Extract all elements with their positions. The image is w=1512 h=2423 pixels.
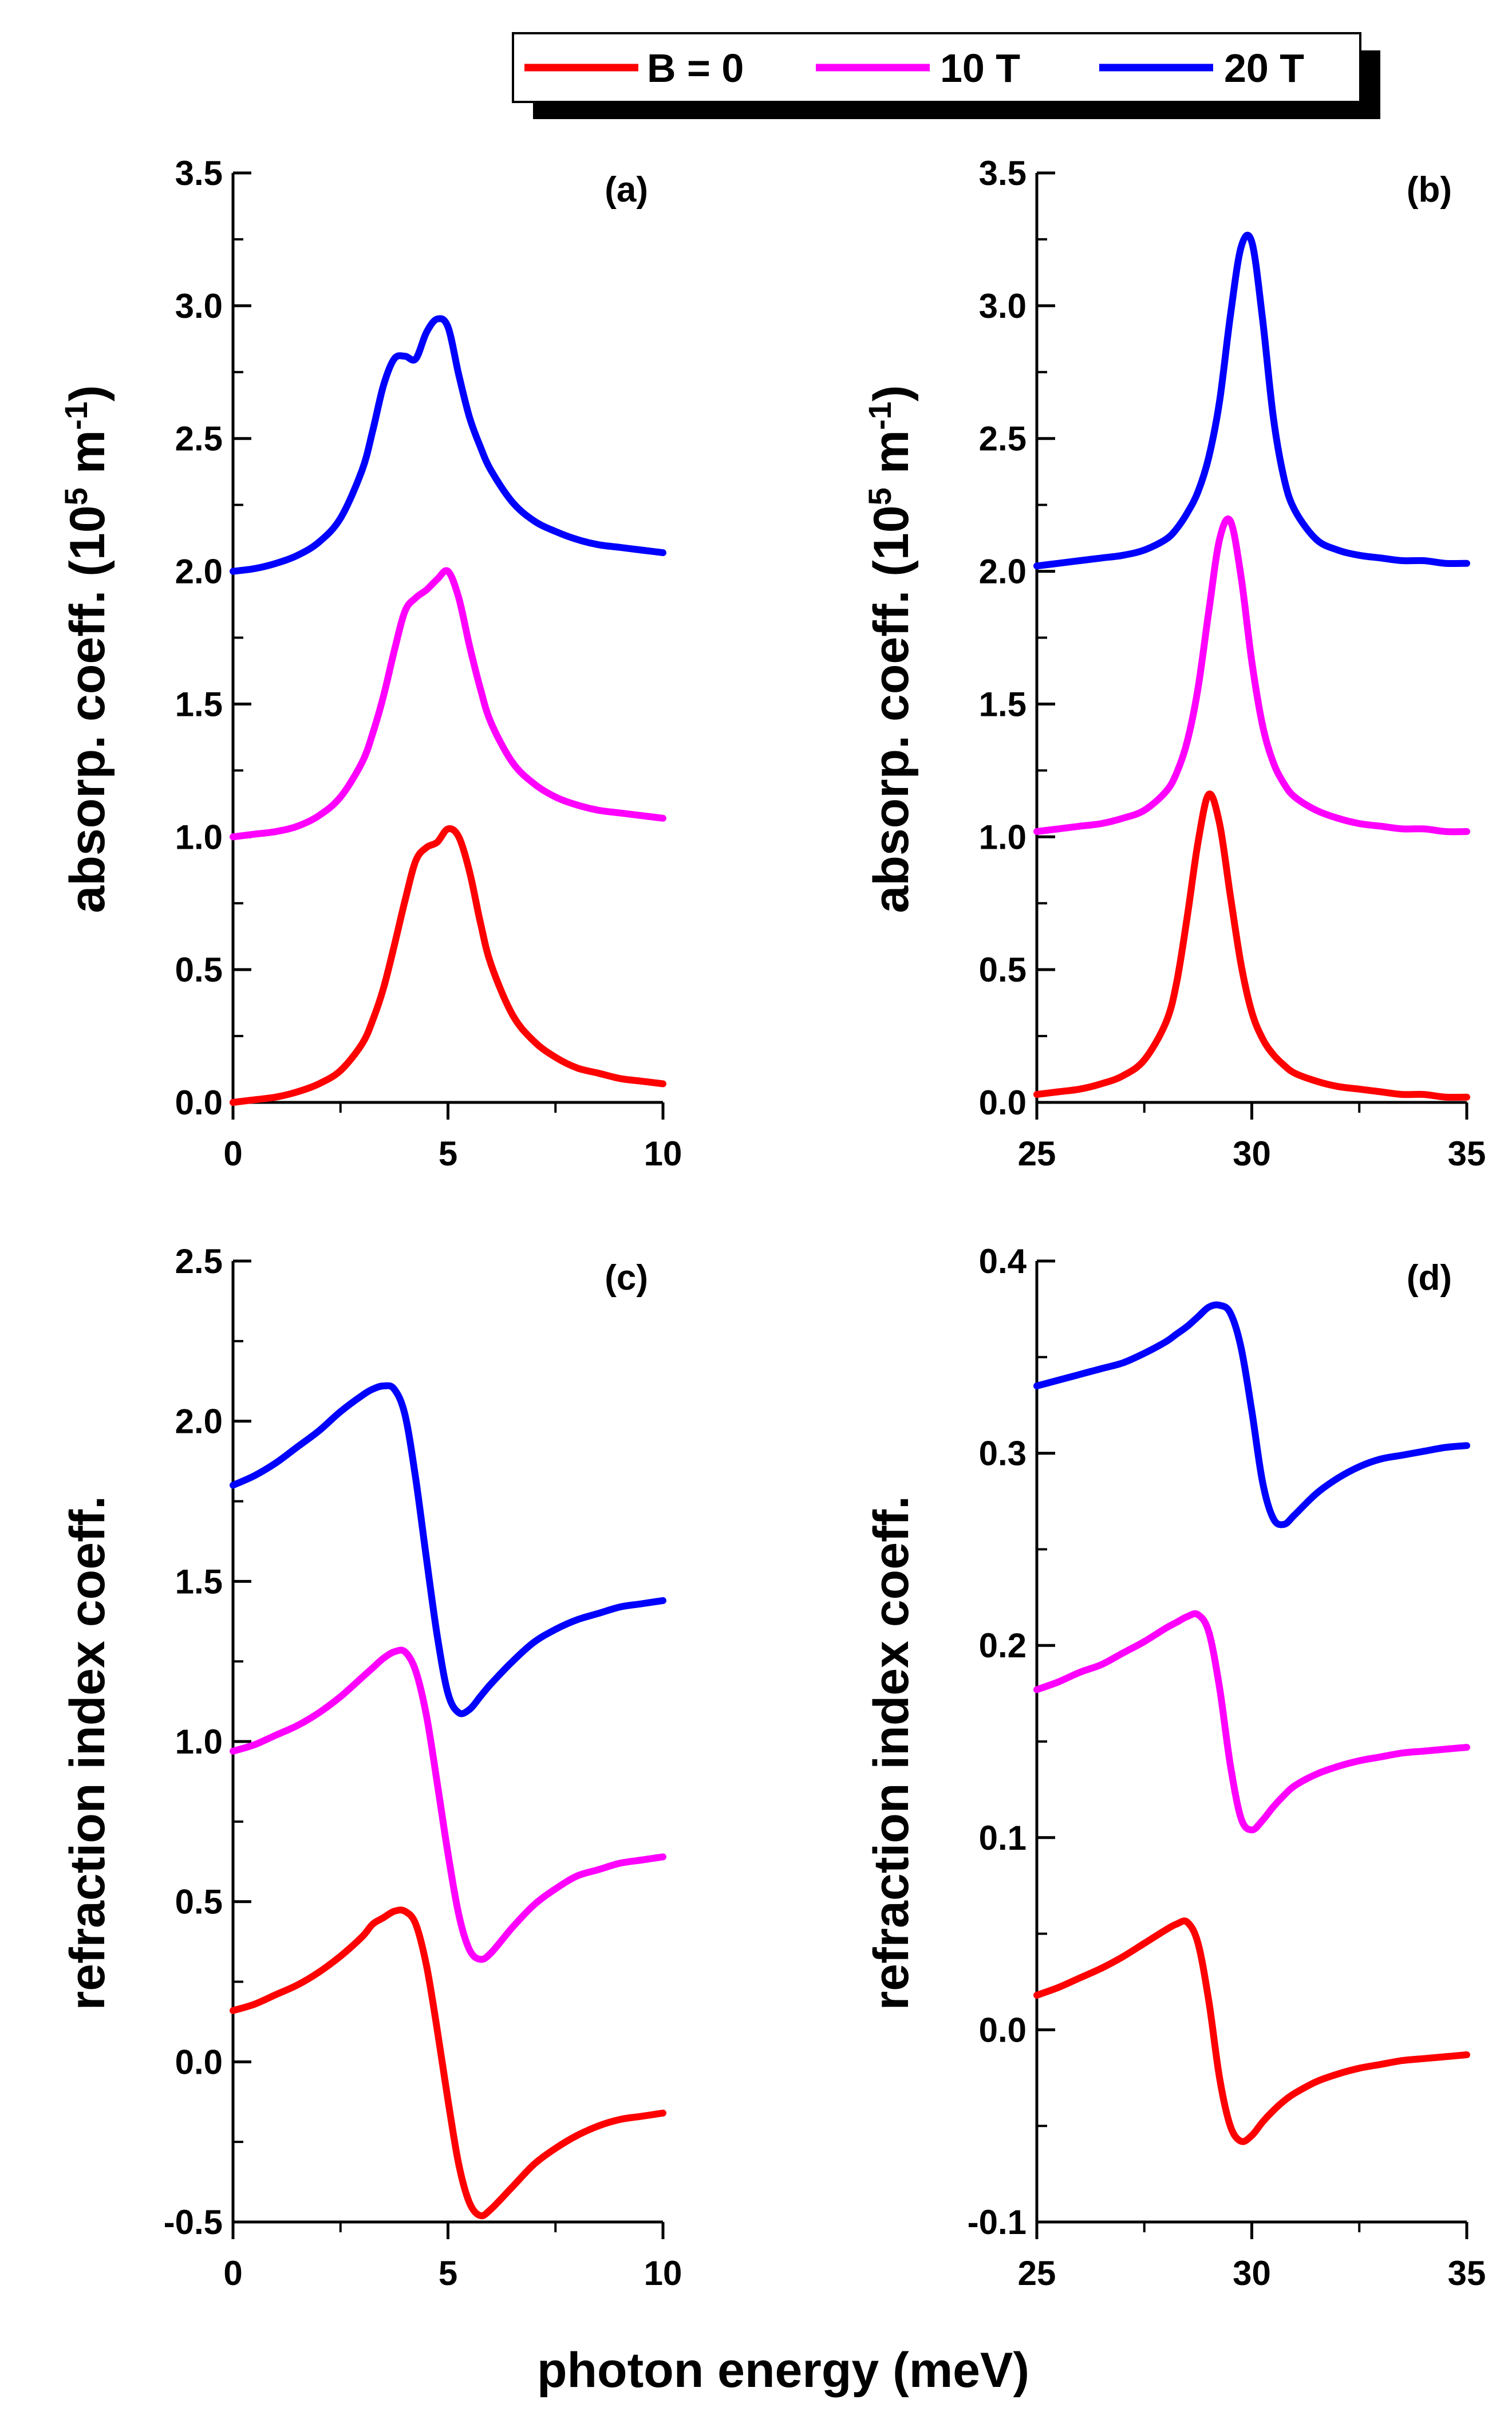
y-tick-label-c: 0.0 — [175, 2043, 223, 2081]
x-tick-label-b: 30 — [1233, 1134, 1271, 1173]
series-line-a-10-t — [230, 567, 666, 841]
series-line-b-10-t — [1033, 515, 1470, 836]
y-tick-label-c: 1.0 — [175, 1723, 223, 1761]
y-tick-label-a: 0.5 — [175, 951, 223, 989]
series-line-b-b-0 — [1033, 790, 1470, 1101]
panel-a: 0.0 0.5 1.0 1.5 2.0 2.5 3.0 3.5 0 5 10 absorp. coef… — [58, 154, 682, 1173]
x-tick-label-b: 25 — [1018, 1134, 1056, 1173]
y-axis-title-b: absorp. coeff. (105 m-1) — [862, 385, 919, 913]
y-axis-title-sup: 5 — [862, 487, 898, 505]
legend: B = 0 10 T 20 T — [512, 32, 1380, 119]
x-axis-title: photon energy (meV) — [537, 2343, 1029, 2398]
series-line-d-20-t — [1033, 1301, 1470, 1528]
x-tick-label-c: 0 — [223, 2254, 242, 2292]
y-tick-label-a: 2.5 — [175, 420, 223, 458]
y-tick-label-b: 3.5 — [979, 154, 1027, 192]
y-axis-title-sup: 5 — [58, 487, 94, 505]
series-line-c-10-t — [230, 1646, 666, 1963]
y-axis-title-a: absorp. coeff. (105 m-1) — [58, 385, 115, 913]
panel-b: 0.0 0.5 1.0 1.5 2.0 2.5 3.0 3.5 25 30 35 absorp. co… — [862, 154, 1486, 1173]
x-tick-label-d: 35 — [1448, 2254, 1486, 2292]
series-line-c-20-t — [230, 1382, 666, 1717]
series-line-c-b-0 — [230, 1906, 666, 2220]
legend-label-b0: B = 0 — [647, 46, 744, 90]
y-tick-label-c: 0.5 — [175, 1883, 223, 1921]
y-tick-label-a: 0.0 — [175, 1084, 223, 1122]
y-tick-label-d: -0.1 — [968, 2203, 1027, 2241]
series-line-d-10-t — [1033, 1610, 1470, 1834]
panels: 0.0 0.5 1.0 1.5 2.0 2.5 3.0 3.5 0 5 10 absorp. coef… — [58, 154, 1486, 2292]
y-tick-label-b: 2.5 — [979, 420, 1027, 458]
y-tick-label-d: 0.4 — [979, 1242, 1027, 1281]
y-tick-label-d: 0.2 — [979, 1626, 1027, 1665]
x-tick-label-a: 10 — [644, 1134, 682, 1173]
y-tick-label-a: 3.5 — [175, 154, 223, 192]
y-tick-label-c: 2.0 — [175, 1402, 223, 1441]
y-tick-label-a: 1.0 — [175, 818, 223, 856]
y-tick-label-d: 0.0 — [979, 2011, 1027, 2049]
series-line-a-b-0 — [230, 825, 666, 1106]
y-axis-title-sup: -1 — [862, 401, 898, 430]
y-tick-label-b: 1.5 — [979, 685, 1027, 723]
y-tick-label-c: -0.5 — [164, 2203, 223, 2241]
y-axis-title-text: m — [60, 430, 115, 487]
panel-label-d: (d) — [1407, 1258, 1452, 1298]
series-line-d-b-0 — [1033, 1917, 1470, 2145]
y-tick-label-b: 2.0 — [979, 553, 1027, 591]
y-tick-label-d: 0.3 — [979, 1435, 1027, 1473]
panel-label-a: (a) — [605, 170, 648, 210]
x-tick-label-c: 5 — [439, 2254, 457, 2292]
y-tick-label-b: 0.0 — [979, 1084, 1027, 1122]
legend-label-10t: 10 T — [940, 46, 1020, 90]
x-tick-label-a: 5 — [439, 1134, 457, 1173]
y-axis-title-text: absorp. coeff. (10 — [60, 505, 115, 913]
x-tick-label-a: 0 — [223, 1134, 242, 1173]
legend-label-20t: 20 T — [1224, 46, 1304, 90]
y-axis-title-text: m — [864, 430, 919, 487]
y-tick-label-c: 1.5 — [175, 1562, 223, 1601]
panel-label-c: (c) — [605, 1258, 648, 1298]
y-axis-title-sup: -1 — [58, 401, 94, 430]
panel-label-b: (b) — [1407, 170, 1452, 210]
panel-d: -0.1 0.0 0.1 0.2 0.3 0.4 25 30 35 refraction inde… — [864, 1242, 1486, 2292]
y-axis-title-c: refraction index coeff. — [60, 1496, 115, 2010]
series-line-a-20-t — [230, 315, 666, 575]
x-tick-label-d: 30 — [1233, 2254, 1271, 2292]
y-tick-label-b: 0.5 — [979, 951, 1027, 989]
panel-c: -0.5 0.0 0.5 1.0 1.5 2.0 2.5 0 5 10 refraction ind… — [60, 1242, 682, 2292]
x-tick-label-b: 35 — [1448, 1134, 1486, 1173]
y-tick-label-a: 3.0 — [175, 287, 223, 325]
y-tick-label-b: 1.0 — [979, 818, 1027, 856]
legend-box — [512, 32, 1361, 103]
y-tick-label-a: 1.5 — [175, 685, 223, 723]
y-tick-label-a: 2.0 — [175, 553, 223, 591]
y-axis-title-text: ) — [864, 385, 919, 401]
x-tick-label-c: 10 — [644, 2254, 682, 2292]
y-tick-label-d: 0.1 — [979, 1819, 1027, 1857]
y-axis-title-text: absorp. coeff. (10 — [864, 505, 919, 913]
y-tick-label-c: 2.5 — [175, 1242, 223, 1281]
series-line-b-20-t — [1033, 231, 1470, 570]
y-tick-label-b: 3.0 — [979, 287, 1027, 325]
y-axis-title-text: ) — [60, 385, 115, 401]
x-tick-label-d: 25 — [1018, 2254, 1056, 2292]
y-axis-title-d: refraction index coeff. — [864, 1496, 919, 2010]
